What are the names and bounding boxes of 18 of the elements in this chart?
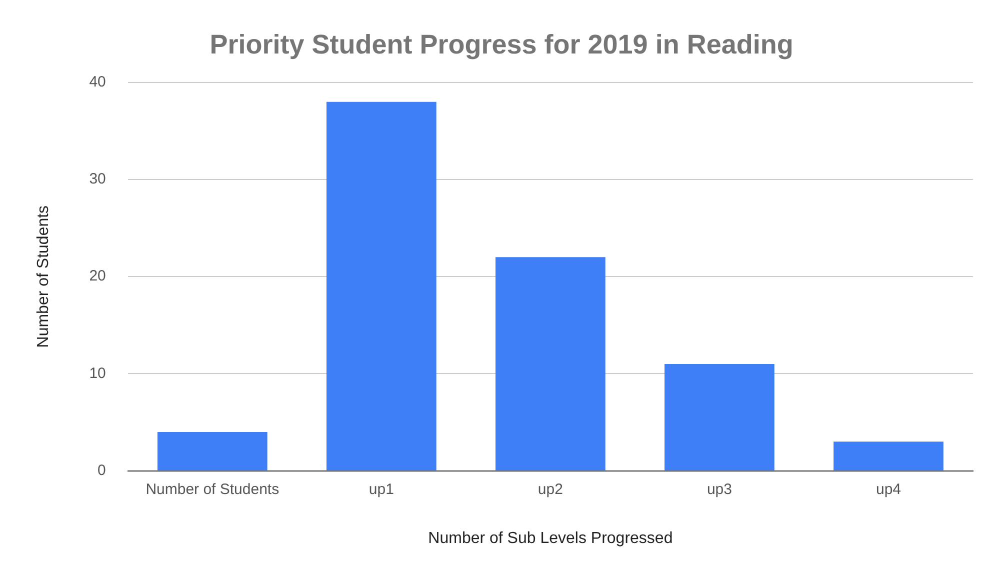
x-tick-label: up4 [876, 480, 902, 498]
x-tick-label: Number of Students [146, 480, 280, 498]
bar [326, 102, 436, 470]
bar [496, 257, 606, 470]
y-tick-label: 20 [89, 268, 106, 285]
chart-title: Priority Student Progress for 2019 in Reading [210, 30, 794, 60]
y-tick-label: 0 [98, 462, 106, 479]
x-tick-label: up2 [538, 480, 563, 498]
y-tick-label: 30 [89, 170, 106, 188]
x-axis-title: Number of Sub Levels Progressed [428, 530, 673, 547]
bar [664, 364, 774, 470]
bar [157, 432, 268, 470]
y-tick-label: 40 [89, 74, 106, 91]
x-tick-label: up1 [368, 480, 394, 498]
y-axis-title: Number of Students [35, 205, 52, 348]
y-tick-label: 10 [89, 364, 106, 382]
bar [834, 442, 944, 470]
x-tick-label: up3 [706, 480, 732, 498]
